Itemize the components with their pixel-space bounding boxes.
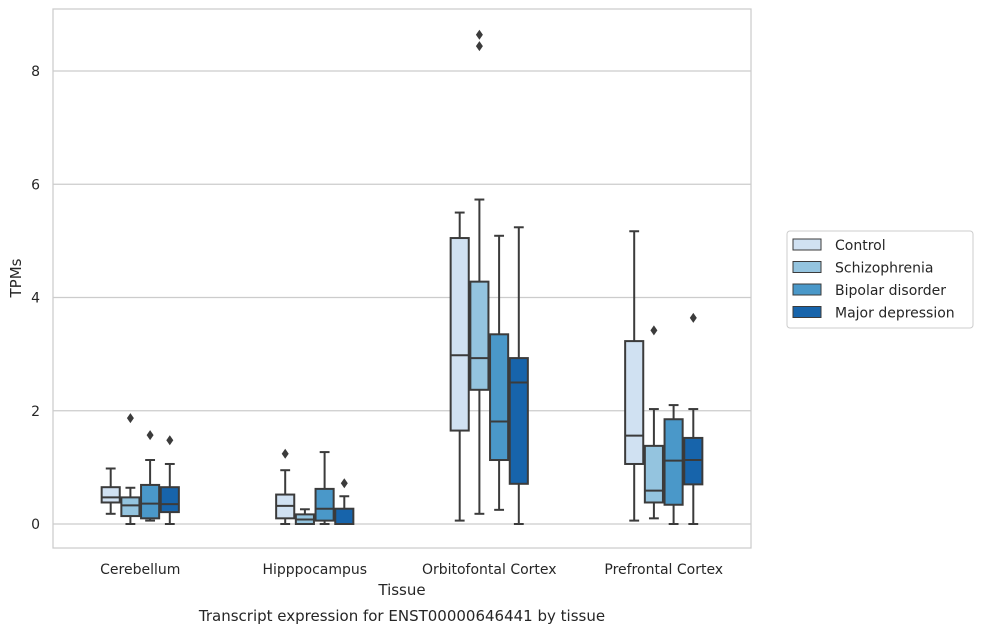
box (100, 467, 121, 515)
box (334, 478, 355, 525)
box (449, 211, 470, 522)
chart-caption: Transcript expression for ENST0000064644… (198, 607, 605, 625)
legend-label: Major depression (835, 306, 955, 322)
legend-swatch (792, 261, 822, 273)
legend-item: Control (792, 238, 886, 254)
box-body (663, 418, 684, 506)
box (314, 451, 335, 525)
box-body (120, 496, 141, 518)
box-body (624, 340, 645, 465)
box-groups (100, 29, 704, 526)
x-axis-label: Tissue (377, 581, 425, 599)
box (683, 312, 704, 525)
y-tick-label: 8 (31, 64, 40, 80)
legend-item: Schizophrenia (792, 261, 933, 277)
y-tick-label: 6 (31, 177, 40, 193)
outlier-point (340, 478, 348, 489)
box-body (643, 444, 664, 504)
box-body (314, 487, 335, 522)
x-tick-labels: Cerebellum Hipppocampus Orbitofontal Corte… (100, 562, 723, 578)
box-body (100, 486, 121, 504)
box (140, 430, 161, 522)
y-tick-label: 0 (31, 517, 40, 533)
box-body (449, 237, 470, 432)
plot-frame (52, 8, 752, 549)
outlier-point (689, 312, 697, 323)
box (643, 325, 664, 520)
legend-swatch (792, 238, 822, 251)
legend-label: Control (835, 238, 886, 254)
box-body (140, 483, 161, 520)
legend-swatch (792, 283, 822, 296)
y-tick-labels: 0 2 4 6 8 (31, 64, 40, 533)
box (159, 435, 180, 525)
legend-frame (786, 230, 974, 329)
box (275, 448, 296, 525)
box-body (469, 280, 490, 391)
box (489, 234, 510, 511)
x-tick-label: Cerebellum (100, 562, 180, 578)
box (469, 29, 490, 515)
box (294, 508, 315, 526)
box (624, 230, 645, 522)
box-body (334, 507, 355, 525)
box (120, 413, 141, 525)
y-tick-label: 4 (31, 291, 40, 307)
y-tick-label: 2 (31, 404, 40, 420)
box (663, 404, 684, 525)
box-body (683, 436, 704, 486)
legend-item: Bipolar disorder (792, 283, 946, 299)
outlier-point (281, 448, 289, 459)
x-tick-label: Hipppocampus (262, 562, 367, 578)
x-tick-label: Orbitofontal Cortex (422, 562, 557, 578)
box-body (489, 333, 510, 462)
x-tick-label: Prefrontal Cortex (604, 562, 723, 578)
outlier-point (475, 41, 483, 52)
legend-label: Bipolar disorder (835, 283, 946, 299)
outlier-point (126, 413, 134, 424)
box (508, 226, 529, 525)
y-axis-label: TPMs (7, 258, 25, 298)
legend-item: Major depression (792, 306, 955, 322)
outlier-point (146, 430, 154, 441)
legend: Control Schizophrenia Bipolar disorder Majo… (786, 230, 974, 329)
outlier-point (166, 435, 174, 446)
outlier-point (475, 29, 483, 40)
legend-label: Schizophrenia (835, 261, 933, 277)
outlier-point (650, 325, 658, 336)
legend-swatch (792, 306, 822, 318)
box-body (159, 486, 180, 514)
box-body (508, 357, 529, 485)
